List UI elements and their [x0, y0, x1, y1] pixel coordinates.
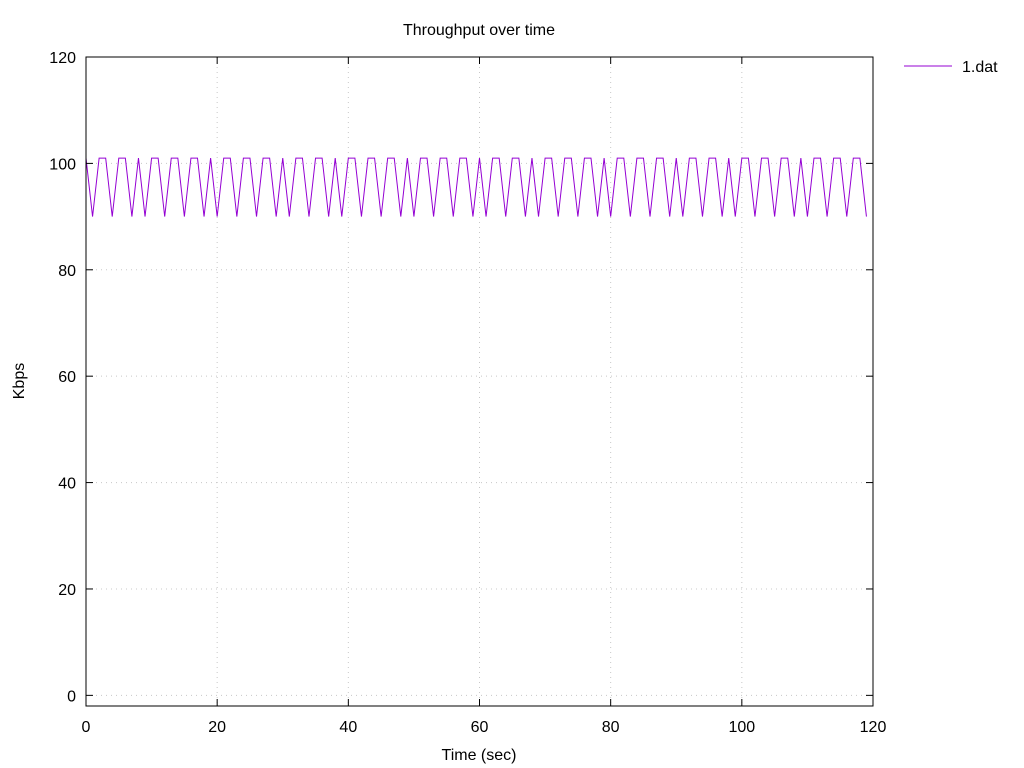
y-tick-label: 100: [49, 156, 76, 173]
y-tick-label: 40: [58, 476, 76, 493]
x-tick-label: 80: [602, 719, 620, 736]
x-tick-label: 120: [860, 719, 887, 736]
grid-lines: [86, 57, 873, 706]
x-tick-label: 60: [471, 719, 489, 736]
y-axis-title: Kbps: [11, 363, 28, 399]
y-tick-label: 120: [49, 50, 76, 67]
series-line-1-dat: [85, 157, 867, 217]
x-tick-label: 20: [208, 719, 226, 736]
y-tick-label: 0: [67, 688, 76, 705]
y-tick-label: 60: [58, 369, 76, 386]
y-tick-label: 80: [58, 263, 76, 280]
legend: 1.dat: [904, 59, 998, 76]
series-layer: [85, 157, 867, 217]
plot-frame: [85, 56, 874, 707]
y-tick-label: 20: [58, 582, 76, 599]
x-tick-label: 100: [728, 719, 755, 736]
x-axis-title: Time (sec): [442, 747, 517, 764]
legend-label-1-dat: 1.dat: [962, 59, 998, 76]
x-tick-label: 0: [82, 719, 91, 736]
chart-title: Throughput over time: [403, 22, 555, 39]
x-tick-label: 40: [339, 719, 357, 736]
axis-ticks: 0 20 40 60 80 100 120 0 20 40 60 80 100 120: [49, 50, 886, 736]
